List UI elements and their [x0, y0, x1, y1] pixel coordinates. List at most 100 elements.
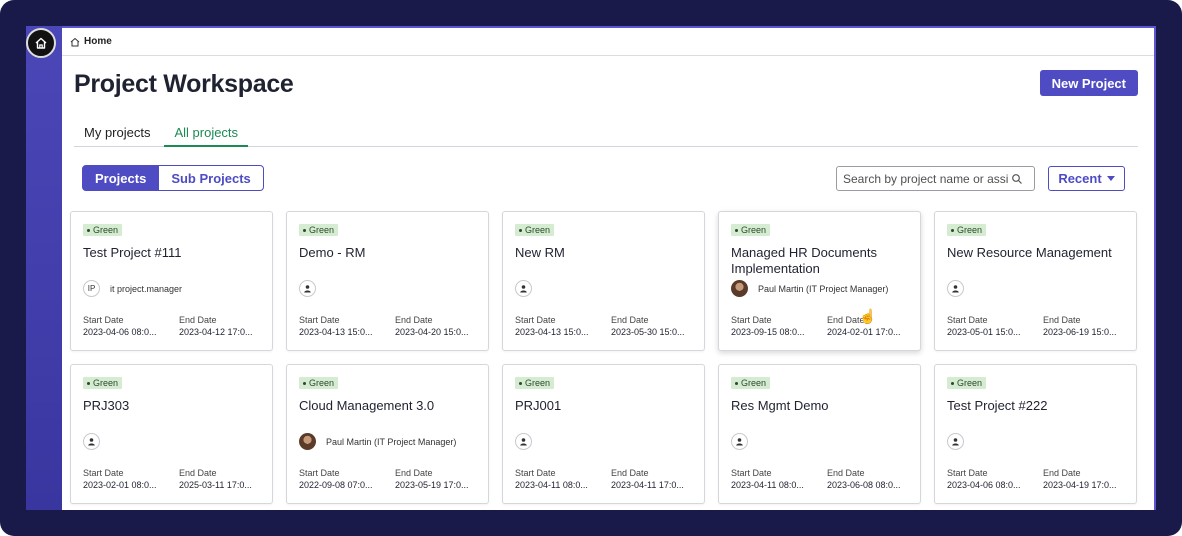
start-date-value: 2023-09-15 08:0...	[731, 327, 805, 337]
project-card[interactable]: Green PRJ303 Start Date 2023-02-01 08:0.…	[70, 364, 273, 504]
home-icon[interactable]	[70, 37, 80, 47]
status-badge: Green	[731, 377, 771, 389]
owner-row	[515, 280, 532, 297]
status-badge: Green	[299, 377, 339, 389]
owner-row	[515, 433, 532, 450]
start-date-value: 2023-04-13 15:0...	[515, 327, 589, 337]
status-badge: Green	[515, 377, 555, 389]
project-title[interactable]: New Resource Management	[947, 245, 1112, 260]
user-icon	[83, 433, 100, 450]
user-icon	[947, 433, 964, 450]
end-date-label: End Date	[827, 468, 865, 478]
status-badge: Green	[947, 377, 987, 389]
start-date-label: Start Date	[83, 315, 124, 325]
project-title[interactable]: Cloud Management 3.0	[299, 398, 435, 413]
main-app: Home Project Workspace New Project My pr…	[62, 26, 1156, 510]
end-date-value: 2023-04-20 15:0...	[395, 327, 469, 337]
user-icon	[947, 280, 964, 297]
project-title[interactable]: PRJ001	[515, 398, 562, 413]
project-title[interactable]: PRJ303	[83, 398, 130, 413]
project-card[interactable]: Green Cloud Management 3.0 Paul Martin (…	[286, 364, 489, 504]
project-title[interactable]: Managed HR Documents Implementation	[731, 245, 877, 276]
status-badge: Green	[299, 224, 339, 236]
end-date-value: 2023-06-08 08:0...	[827, 480, 901, 490]
status-text: Green	[957, 378, 983, 388]
owner-row: Paul Martin (IT Project Manager)	[299, 433, 456, 450]
user-icon	[515, 280, 532, 297]
breadcrumb-home[interactable]: Home	[84, 36, 112, 47]
end-date-value: 2023-05-30 15:0...	[611, 327, 685, 337]
home-button[interactable]	[26, 28, 56, 58]
start-date-label: Start Date	[947, 315, 988, 325]
hand-cursor-icon: ☝	[859, 308, 877, 324]
status-text: Green	[741, 225, 767, 235]
page-title: Project Workspace	[74, 70, 294, 98]
tab-my-projects[interactable]: My projects	[84, 125, 151, 140]
avatar: IP	[83, 280, 100, 297]
project-card[interactable]: Green Demo - RM Start Date 2023-04-13 15…	[286, 211, 489, 351]
end-date-label: End Date	[179, 315, 217, 325]
search-icon[interactable]	[1011, 173, 1023, 185]
start-date-value: 2023-04-11 08:0...	[731, 480, 804, 490]
end-date-label: End Date	[827, 315, 865, 325]
project-card[interactable]: Green Res Mgmt Demo Start Date 2023-04-1…	[718, 364, 921, 504]
owner-name: Paul Martin (IT Project Manager)	[326, 436, 457, 447]
left-sidebar	[26, 26, 62, 510]
projects-toggle-button[interactable]: Projects	[82, 165, 160, 191]
project-card[interactable]: Green Test Project #222 Start Date 2023-…	[934, 364, 1137, 504]
start-date-label: Start Date	[299, 315, 340, 325]
date-row: Start Date 2023-04-11 08:0... End Date 2…	[515, 468, 707, 492]
date-row: Start Date 2023-04-11 08:0... End Date 2…	[731, 468, 923, 492]
start-date-value: 2023-04-06 08:0...	[947, 480, 1021, 490]
search-box	[836, 166, 1035, 191]
end-date-label: End Date	[179, 468, 217, 478]
project-card[interactable]: Green Managed HR Documents Implementatio…	[718, 211, 921, 351]
end-date-value: 2023-05-19 17:0...	[395, 480, 469, 490]
project-title[interactable]: Res Mgmt Demo	[731, 398, 829, 413]
new-project-button[interactable]: New Project	[1039, 70, 1138, 96]
date-row: Start Date 2023-09-15 08:0... End Date 2…	[731, 315, 923, 339]
status-badge: Green	[83, 377, 123, 389]
owner-row	[83, 433, 100, 450]
project-tabs: My projects All projects	[74, 123, 1138, 147]
project-card[interactable]: Green New RM Start Date 2023-04-13 15:0.…	[502, 211, 705, 351]
end-date-label: End Date	[1043, 315, 1081, 325]
status-text: Green	[525, 225, 551, 235]
breadcrumb: Home	[62, 28, 1154, 56]
start-date-label: Start Date	[515, 468, 556, 478]
project-card[interactable]: Green New Resource Management Start Date…	[934, 211, 1137, 351]
tab-all-projects[interactable]: All projects	[164, 123, 249, 147]
date-row: Start Date 2022-09-08 07:0... End Date 2…	[299, 468, 491, 492]
project-title[interactable]: New RM	[515, 245, 565, 260]
user-icon	[731, 433, 748, 450]
search-input[interactable]	[843, 171, 1011, 186]
end-date-value: 2024-02-01 17:0...	[827, 327, 901, 337]
end-date-label: End Date	[611, 315, 649, 325]
sort-label: Recent	[1058, 171, 1102, 186]
start-date-label: Start Date	[515, 315, 556, 325]
owner-name: it project.manager	[110, 283, 183, 294]
project-title[interactable]: Test Project #111	[83, 245, 182, 260]
start-date-value: 2023-02-01 08:0...	[83, 480, 157, 490]
project-title[interactable]: Test Project #222	[947, 398, 1048, 413]
user-icon	[299, 280, 316, 297]
project-type-toggle: Projects Sub Projects	[82, 165, 264, 191]
start-date-label: Start Date	[731, 468, 772, 478]
avatar	[299, 433, 316, 450]
status-text: Green	[957, 225, 983, 235]
project-card[interactable]: Green PRJ001 Start Date 2023-04-11 08:0.…	[502, 364, 705, 504]
owner-row	[947, 280, 964, 297]
start-date-label: Start Date	[731, 315, 772, 325]
project-title[interactable]: Demo - RM	[299, 245, 366, 260]
status-badge: Green	[731, 224, 771, 236]
project-card[interactable]: Green Test Project #111 IP it project.ma…	[70, 211, 273, 351]
start-date-label: Start Date	[83, 468, 124, 478]
sort-dropdown[interactable]: Recent	[1048, 166, 1125, 191]
status-text: Green	[741, 378, 767, 388]
owner-row: Paul Martin (IT Project Manager)	[731, 280, 888, 297]
avatar	[731, 280, 748, 297]
start-date-value: 2023-04-11 08:0...	[515, 480, 588, 490]
status-badge: Green	[515, 224, 555, 236]
status-text: Green	[309, 378, 335, 388]
subprojects-toggle-button[interactable]: Sub Projects	[159, 165, 264, 191]
